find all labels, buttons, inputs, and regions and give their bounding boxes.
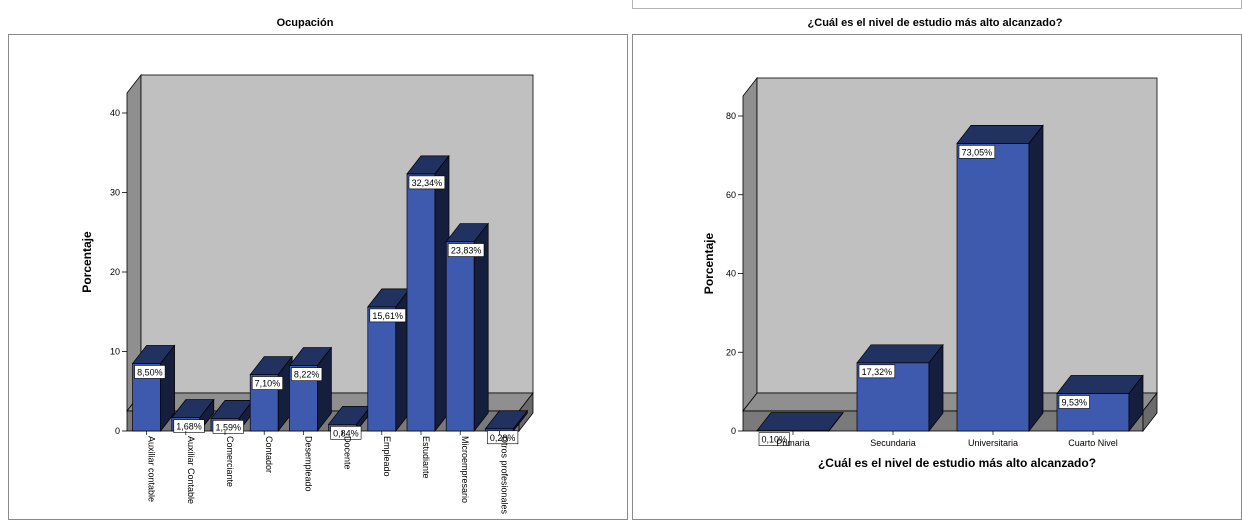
bar (367, 306, 397, 432)
chart-ocupacion-plot: 0 10 20 30 40 Porcentaje 8,50% Auxiliar contabl… (80, 73, 534, 515)
data-label: 23,83% (451, 246, 482, 256)
x-tick-label: Microempresario (460, 436, 470, 503)
y-axis-label: Porcentaje (80, 231, 94, 293)
y-tick-label: 40 (110, 108, 120, 118)
data-label-box (858, 364, 896, 379)
data-label-box (758, 432, 790, 446)
data-label-box (447, 243, 485, 257)
chart-nivel-estudio-plot: 0 20 40 60 80 Porcentaje 0,10%Primaria 17,32% Se… (702, 76, 1158, 470)
bar-side (513, 409, 528, 433)
y-tick-label: 0 (115, 426, 120, 436)
y-tick-label: 10 (110, 347, 120, 357)
bar (445, 241, 475, 432)
bar-side (473, 222, 489, 433)
bar-top (956, 125, 1044, 144)
bar-top (1056, 375, 1144, 394)
x-tick-label: Cuarto Nivel (1068, 438, 1118, 448)
data-label: 0,84% (333, 428, 359, 438)
y-axis-label: Porcentaje (702, 232, 716, 294)
x-tick-label: Contador (264, 436, 274, 473)
data-label-box (487, 430, 519, 445)
chart-title-nivel-estudio: ¿Cuál es el nivel de estudio más alto al… (807, 17, 1063, 29)
bar-side (1028, 124, 1044, 433)
data-label: 0,10% (761, 435, 787, 445)
data-label: 0,28% (490, 433, 516, 443)
chart-left-wall (742, 76, 758, 413)
data-label-box (369, 308, 406, 323)
y-tick-label: 20 (110, 267, 120, 277)
chart-floor-side (1142, 391, 1158, 433)
data-label: 1,68% (176, 422, 202, 432)
x-tick-label: Estudiante (421, 436, 431, 479)
data-label: 1,59% (215, 422, 241, 432)
y-tick-label: 40 (726, 269, 736, 279)
bar-side (828, 411, 844, 433)
bar-top (856, 344, 944, 364)
data-label-box (212, 420, 244, 434)
y-tick-label: 80 (726, 111, 736, 121)
data-label-box (251, 376, 283, 390)
data-label-box (173, 419, 205, 433)
bar-side (928, 343, 944, 433)
x-tick-label: Auxiliar contable (147, 436, 157, 502)
y-tick-label: 20 (726, 347, 736, 357)
x-tick-label: Desempleado (303, 436, 313, 492)
x-tick-label: Secundaria (870, 438, 916, 448)
top-panel-edge (632, 0, 1242, 9)
data-label-box (1058, 395, 1090, 409)
data-label: 32,34% (412, 178, 443, 188)
data-label: 8,50% (137, 367, 163, 377)
bar (956, 143, 1030, 432)
x-axis-label: ¿Cuál es el nivel de estudio más alto al… (818, 456, 1096, 470)
x-tick-label: Universitaria (968, 438, 1018, 448)
chart-nivel-estudio: 0 20 40 60 80 Porcentaje 0,10% Primaria 17,32% Se… (632, 34, 1242, 520)
data-label-box (958, 145, 996, 159)
x-tick-label: Comerciante (225, 436, 235, 487)
chart-ocupacion: 0 10 20 30 40 Porcentaje 8,50% Auxiliar contabl… (8, 34, 628, 520)
x-tick-label: Otros profesionales (499, 436, 509, 515)
data-label-box (134, 365, 166, 379)
y-tick-label: 0 (731, 426, 736, 436)
data-label: 7,10% (255, 379, 281, 389)
data-label: 9,53% (1061, 397, 1087, 407)
data-label: 8,22% (294, 370, 320, 380)
data-label: 73,05% (962, 147, 993, 157)
x-tick-label: Docente (343, 436, 353, 470)
chart-title-ocupacion: Ocupación (276, 17, 334, 29)
data-label: 17,32% (862, 367, 893, 377)
x-tick-label: Auxiliar Contable (186, 436, 196, 504)
data-label: 15,61% (372, 311, 403, 321)
data-label-box (330, 426, 362, 440)
y-tick-label: 30 (110, 188, 120, 198)
data-label-box (291, 367, 323, 381)
bar-top (756, 412, 844, 431)
data-label-box (408, 175, 446, 190)
bar (406, 173, 436, 432)
bar-side (1128, 374, 1144, 433)
x-tick-label: Empleado (382, 436, 392, 477)
y-tick-label: 60 (726, 190, 736, 200)
x-tick-label: Primaria (776, 438, 810, 448)
